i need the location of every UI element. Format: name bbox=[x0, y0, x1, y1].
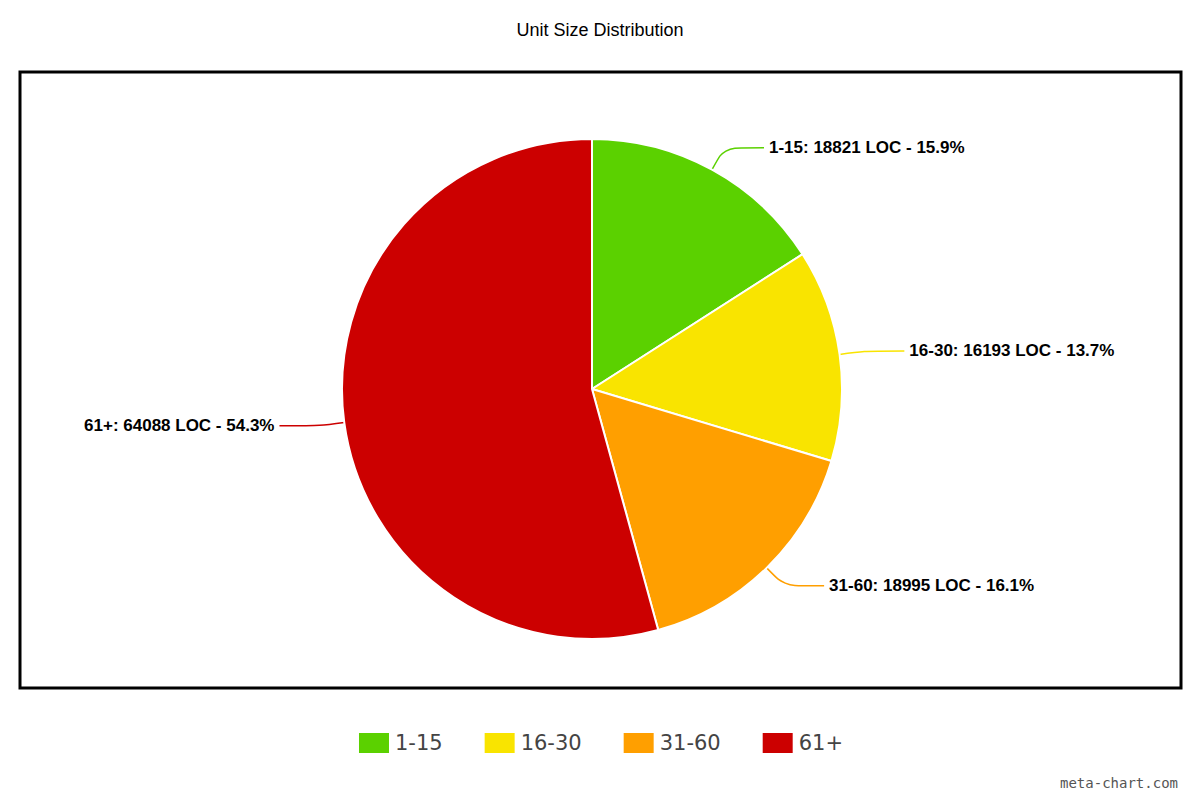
svg-text:1-15: 1-15 bbox=[395, 731, 443, 755]
svg-text:16-30: 16193 LOC - 13.7%: 16-30: 16193 LOC - 13.7% bbox=[909, 341, 1114, 360]
svg-text:Unit Size Distribution: Unit Size Distribution bbox=[516, 20, 683, 40]
svg-text:1-15: 18821 LOC - 15.9%: 1-15: 18821 LOC - 15.9% bbox=[769, 138, 965, 157]
svg-text:61+: 61+ bbox=[799, 731, 843, 755]
svg-text:31-60: 18995 LOC - 16.1%: 31-60: 18995 LOC - 16.1% bbox=[829, 576, 1034, 595]
svg-text:31-60: 31-60 bbox=[660, 731, 721, 755]
svg-text:meta-chart.com: meta-chart.com bbox=[1060, 775, 1178, 791]
svg-text:61+: 64088 LOC - 54.3%: 61+: 64088 LOC - 54.3% bbox=[84, 416, 274, 435]
svg-text:16-30: 16-30 bbox=[521, 731, 582, 755]
